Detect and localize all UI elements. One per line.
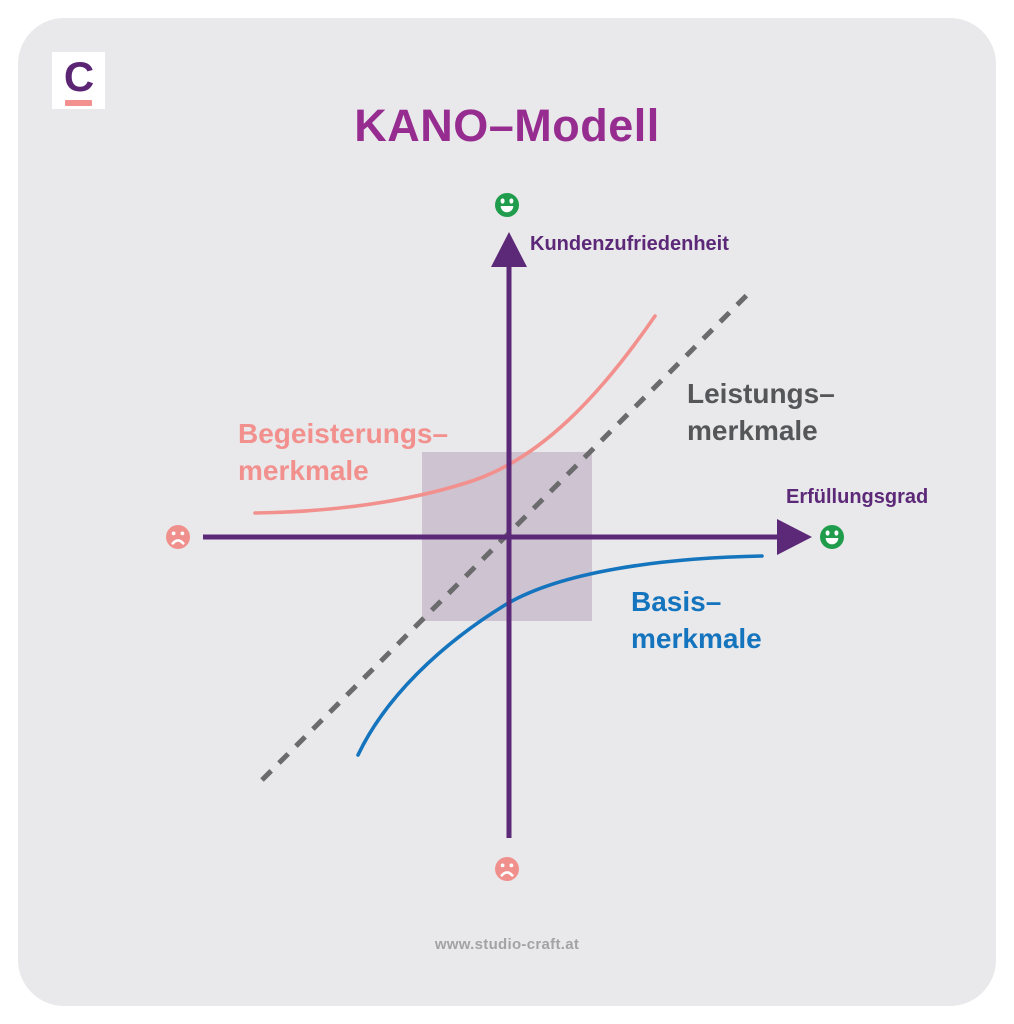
excitement-curve [253,314,657,515]
happy-smiley-icon-right [820,525,844,549]
basic-curve-label-line2: merkmale [631,622,762,654]
x-axis-arrowhead-icon [777,519,812,555]
y-axis-label: Kundenzufriedenheit [530,233,729,255]
x-axis [203,519,812,555]
excitement-curve-label-line1: Begeisterungs– [238,418,449,449]
excitement-curve-label: Begeisterungs– merkmale [238,416,448,490]
sad-smiley-icon-bottom [495,857,519,881]
performance-curve-label-line2: merkmale [687,414,818,446]
performance-curve-label: Leistungs– merkmale [687,376,835,450]
studio-craft-logo: C [52,52,105,109]
basic-curve [356,554,764,757]
x-axis-label: Erfüllungsgrad [786,486,929,508]
logo-letter: C [63,53,94,100]
footer-url: www.studio-craft.at [434,936,580,953]
excitement-curve-label-line2: merkmale [238,454,369,486]
performance-curve-label-line1: Leistungs– [687,378,835,409]
logo-underline [65,100,92,106]
y-axis [491,232,527,838]
y-axis-arrowhead-icon [491,232,527,267]
happy-smiley-icon-top [495,193,519,217]
sad-smiley-icon-left [166,525,190,549]
basic-curve-label: Basis– merkmale [631,584,762,658]
page-title: KANO–Modell [354,100,660,151]
basic-curve-label-line1: Basis– [631,586,722,617]
